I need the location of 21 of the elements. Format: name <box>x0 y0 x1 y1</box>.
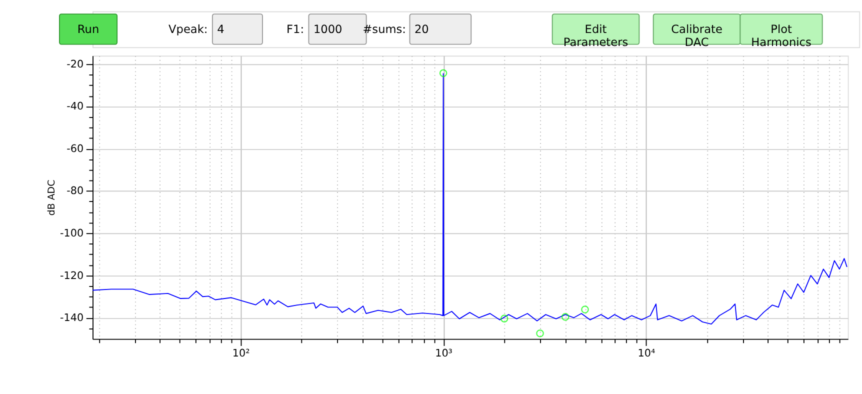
y-tick-label: -60 <box>66 142 84 155</box>
y-tick-label: -100 <box>60 227 84 240</box>
text: Run <box>77 22 100 36</box>
text: 20 <box>414 22 429 36</box>
text: 4 <box>217 22 224 36</box>
x-tick-label: 10³ <box>435 347 452 360</box>
y-tick-label: -80 <box>66 185 84 198</box>
text: Vpeak: <box>168 22 208 36</box>
text: Edit Parameters <box>563 22 628 50</box>
text: 1000 <box>313 22 342 36</box>
y-axis-title: dB ADC <box>46 179 58 216</box>
x-tick-label: 10² <box>232 347 250 360</box>
y-tick-label: -140 <box>60 312 84 324</box>
text: F1: <box>286 22 304 36</box>
y-tick-label: -120 <box>60 270 84 282</box>
y-tick-label: -40 <box>66 100 84 113</box>
text: #sums: <box>362 22 406 36</box>
x-tick-label: 10⁴ <box>638 347 656 360</box>
y-tick-label: -20 <box>66 58 84 70</box>
text: Plot Harmonics <box>751 22 812 50</box>
text: Calibrate DAC <box>671 22 722 50</box>
